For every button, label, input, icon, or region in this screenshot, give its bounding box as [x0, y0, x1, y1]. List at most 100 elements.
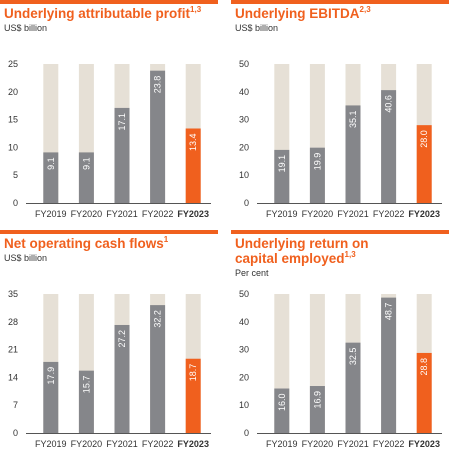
y-tick-label: 15 — [8, 115, 18, 125]
chart-title: Underlying return on capital employed1,3 — [235, 236, 389, 266]
x-tick-label: FY2019 — [35, 209, 67, 219]
x-tick-label: FY2020 — [302, 439, 334, 449]
data-label: 16.9 — [312, 391, 322, 409]
data-label: 40.6 — [384, 95, 394, 113]
data-label: 28.0 — [419, 130, 429, 148]
bar — [274, 149, 290, 203]
data-label: 19.1 — [277, 155, 287, 173]
bar — [345, 105, 361, 203]
data-label: 9.1 — [46, 157, 56, 170]
chart-title-text: Underlying EBITDA — [235, 6, 360, 21]
chart-title: Underlying attributable profit1,3 — [4, 6, 216, 22]
x-tick-label: FY2023 — [408, 209, 440, 219]
x-tick-label: FY2021 — [337, 439, 369, 449]
bar — [114, 107, 130, 203]
y-tick-label: 28 — [8, 317, 18, 327]
chart-title-footnote: 2,3 — [359, 5, 371, 14]
chart-unit: US$ billion — [4, 23, 48, 33]
bar — [114, 324, 130, 433]
y-tick-label: 30 — [239, 345, 249, 355]
data-label: 27.2 — [117, 330, 127, 348]
chart-panel-underlying-ebitda: Underlying EBITDA2,3 US$ billion 0 10 20 30… — [231, 0, 449, 222]
bar — [185, 128, 201, 203]
y-tick-label: 20 — [8, 87, 18, 97]
data-label: 48.7 — [384, 303, 394, 321]
data-label: 15.7 — [81, 376, 91, 394]
y-tick-label: 0 — [13, 198, 18, 208]
panel-accent-bar — [0, 0, 218, 4]
chart-unit: US$ billion — [235, 23, 279, 33]
bar — [416, 125, 432, 203]
y-tick-label: 14 — [8, 372, 18, 382]
data-label: 35.1 — [348, 110, 358, 128]
y-tick-label: 25 — [8, 59, 18, 69]
data-label: 17.9 — [46, 367, 56, 385]
chart-title-footnote: 1,3 — [344, 250, 356, 259]
bar — [43, 152, 59, 203]
x-tick-label: FY2023 — [177, 439, 209, 449]
x-tick-label: FY2021 — [106, 209, 138, 219]
y-tick-label: 50 — [239, 59, 249, 69]
x-tick-label: FY2020 — [71, 439, 103, 449]
x-tick-label: FY2022 — [142, 439, 174, 449]
y-tick-label: 40 — [239, 317, 249, 327]
y-tick-label: 20 — [239, 142, 249, 152]
x-tick-label: FY2023 — [177, 209, 209, 219]
y-tick-label: 5 — [13, 170, 18, 180]
bar-chart: 0 10 20 30 40 50 19.1 FY2019 19.9 FY2020 35.1 FY202… — [239, 59, 442, 219]
y-tick-label: 0 — [244, 198, 249, 208]
bar-chart: 0 7 14 21 28 35 17.9 FY2019 15.7 FY2020 27.2 FY2021… — [8, 289, 211, 449]
data-label: 13.4 — [188, 133, 198, 151]
y-tick-label: 21 — [8, 345, 18, 355]
x-tick-label: FY2023 — [408, 439, 440, 449]
y-tick-label: 20 — [239, 372, 249, 382]
chart-unit: US$ billion — [4, 253, 48, 263]
bar — [150, 305, 166, 433]
data-label: 16.0 — [277, 394, 287, 412]
data-label: 19.9 — [312, 153, 322, 171]
y-tick-label: 10 — [239, 400, 249, 410]
bar-chart: 0 5 10 15 20 25 9.1 FY2019 9.1 FY2020 17.1 FY2021 23… — [8, 59, 211, 219]
x-tick-label: FY2022 — [142, 209, 174, 219]
y-tick-label: 40 — [239, 87, 249, 97]
y-tick-label: 30 — [239, 115, 249, 125]
x-tick-label: FY2021 — [337, 209, 369, 219]
bar — [150, 70, 166, 203]
bar — [381, 90, 397, 203]
chart-title-text: Underlying attributable profit — [4, 6, 191, 21]
data-label: 32.5 — [348, 348, 358, 366]
panel-accent-bar — [231, 0, 449, 4]
chart-panel-underlying-roce: Underlying return on capital employed1,3… — [231, 230, 449, 452]
chart-title-footnote: 1 — [163, 235, 169, 244]
chart-title: Underlying EBITDA2,3 — [235, 5, 447, 22]
bar — [78, 152, 94, 203]
x-tick-label: FY2022 — [373, 439, 405, 449]
chart-title-text: Net operating cash flows — [4, 236, 164, 251]
x-tick-label: FY2019 — [266, 439, 298, 449]
bar — [416, 352, 432, 433]
y-tick-label: 0 — [244, 428, 249, 438]
data-label: 32.2 — [153, 310, 163, 328]
chart-title-text: Underlying return on capital employed — [235, 236, 369, 266]
y-tick-label: 0 — [13, 428, 18, 438]
data-label: 17.1 — [117, 113, 127, 131]
x-tick-label: FY2019 — [266, 209, 298, 219]
y-tick-label: 7 — [13, 400, 18, 410]
bar — [345, 342, 361, 433]
bar — [43, 361, 59, 433]
bar — [78, 370, 94, 433]
data-label: 23.8 — [153, 76, 163, 94]
y-tick-label: 35 — [8, 289, 18, 299]
x-tick-label: FY2019 — [35, 439, 67, 449]
y-tick-label: 10 — [239, 170, 249, 180]
panel-accent-bar — [0, 230, 218, 234]
panel-accent-bar — [231, 230, 449, 234]
data-label: 18.7 — [188, 364, 198, 382]
bar — [381, 297, 397, 433]
x-tick-label: FY2020 — [302, 209, 334, 219]
bar — [309, 147, 325, 203]
data-label: 9.1 — [81, 157, 91, 170]
bar — [309, 386, 325, 433]
chart-panel-underlying-attributable-profit: Underlying attributable profit1,3 US$ bi… — [0, 0, 218, 222]
data-label: 28.8 — [419, 358, 429, 376]
